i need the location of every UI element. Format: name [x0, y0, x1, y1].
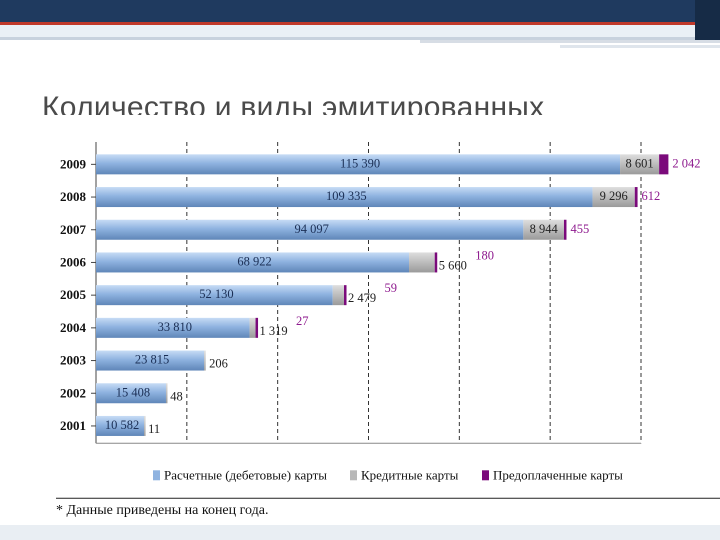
data-label-2002-debit: 15 408: [116, 385, 150, 399]
year-label-2003: 2003: [60, 353, 87, 368]
bar-2004-series-1: [96, 317, 250, 338]
bar-2006-series-3: [434, 252, 438, 273]
bar-2009-series-1: [96, 154, 621, 175]
bar-2008-series-1: [96, 187, 593, 208]
data-label-2009-credit: 8 601: [626, 156, 654, 170]
slide-bottom-strip: [0, 525, 720, 540]
bar-2002-series-1: [96, 383, 166, 404]
data-label-2006-credit: 5 660: [439, 258, 467, 272]
bar-2003-series-1: [96, 350, 205, 371]
bar-2004-series-3: [255, 317, 259, 338]
data-label-2008-credit: 9 296: [600, 189, 628, 203]
data-label-2007-credit: 8 944: [530, 222, 559, 236]
bar-2003-series-2: [204, 350, 206, 371]
slide-title: Количество и виды эмитированных: [42, 91, 545, 115]
legend-label-3: Предоплаченные карты: [493, 467, 623, 482]
legend-swatch-2: [350, 470, 357, 481]
stacked-bar-chart: 2009 115 390 8 601 2 042 2008 109 335 9 296 612…: [56, 142, 720, 499]
year-label-2008: 2008: [60, 189, 87, 204]
bar-2005-series-2: [332, 285, 345, 306]
data-label-2006-debit: 68 922: [237, 254, 271, 268]
data-label-2004-prepaid: 27: [296, 314, 309, 328]
data-label-2008-debit: 109 335: [326, 189, 367, 203]
data-label-2006-prepaid: 180: [475, 248, 494, 262]
data-label-2002-credit: 48: [170, 389, 183, 403]
year-label-2009: 2009: [60, 156, 87, 171]
bar-2008-series-3: [634, 187, 638, 208]
year-label-2005: 2005: [60, 287, 87, 302]
header-blue-band: [0, 0, 720, 22]
header-fade-1: [420, 40, 720, 43]
data-label-2009-debit: 115 390: [340, 156, 380, 170]
bar-2004-series-2: [249, 317, 256, 338]
year-label-2002: 2002: [60, 385, 86, 400]
year-label-2001: 2001: [60, 418, 86, 433]
legend-swatch-3: [482, 470, 489, 481]
data-label-2007-debit: 94 097: [294, 222, 328, 236]
bar-2006-series-1: [96, 252, 410, 273]
bar-2007-series-1: [96, 219, 524, 240]
legend-label-2: Кредитные карты: [361, 467, 459, 482]
bar-2001-series-1: [96, 415, 145, 436]
year-label-2006: 2006: [60, 254, 87, 269]
header-shadow-band: [0, 37, 720, 40]
bar-2007-series-3: [563, 219, 567, 240]
header-light-band: [0, 25, 720, 37]
bar-2009-series-3: [659, 154, 669, 175]
header-fade-2: [560, 45, 720, 48]
data-label-2009-prepaid: 2 042: [672, 156, 700, 170]
chart-panel: 2009 115 390 8 601 2 042 2008 109 335 9 296 612…: [36, 116, 720, 526]
header-right-block: [695, 0, 720, 40]
data-label-2001-debit: 10 582: [105, 418, 139, 432]
data-label-2005-debit: 52 130: [199, 287, 233, 301]
data-label-2003-credit: 206: [209, 357, 228, 371]
data-label-2004-debit: 33 810: [158, 320, 192, 334]
year-label-2004: 2004: [60, 320, 87, 335]
header-red-stripe: [0, 22, 720, 25]
legend-swatch-1: [153, 470, 160, 481]
data-label-2004-credit: 1 319: [260, 324, 288, 338]
data-label-2007-prepaid: 455: [570, 222, 589, 236]
bar-2007-series-2: [523, 219, 564, 240]
bar-2009-series-2: [620, 154, 660, 175]
data-label-2001-credit: 11: [148, 422, 160, 436]
bar-2005-series-1: [96, 285, 333, 306]
data-label-2003-debit: 23 815: [135, 353, 169, 367]
footnote: * Данные приведены на конец года.: [56, 503, 269, 518]
bar-2001-series-2: [144, 415, 146, 436]
year-label-2007: 2007: [60, 222, 87, 237]
bar-2005-series-3: [344, 285, 347, 306]
legend-label-1: Расчетные (дебетовые) карты: [164, 467, 327, 482]
data-label-2005-credit: 2 479: [348, 291, 376, 305]
bar-2006-series-2: [409, 252, 435, 273]
data-label-2008-prepaid: 612: [642, 189, 661, 203]
data-label-2005-prepaid: 59: [385, 281, 398, 295]
bar-2002-series-2: [165, 383, 168, 404]
bar-2008-series-2: [592, 187, 635, 208]
